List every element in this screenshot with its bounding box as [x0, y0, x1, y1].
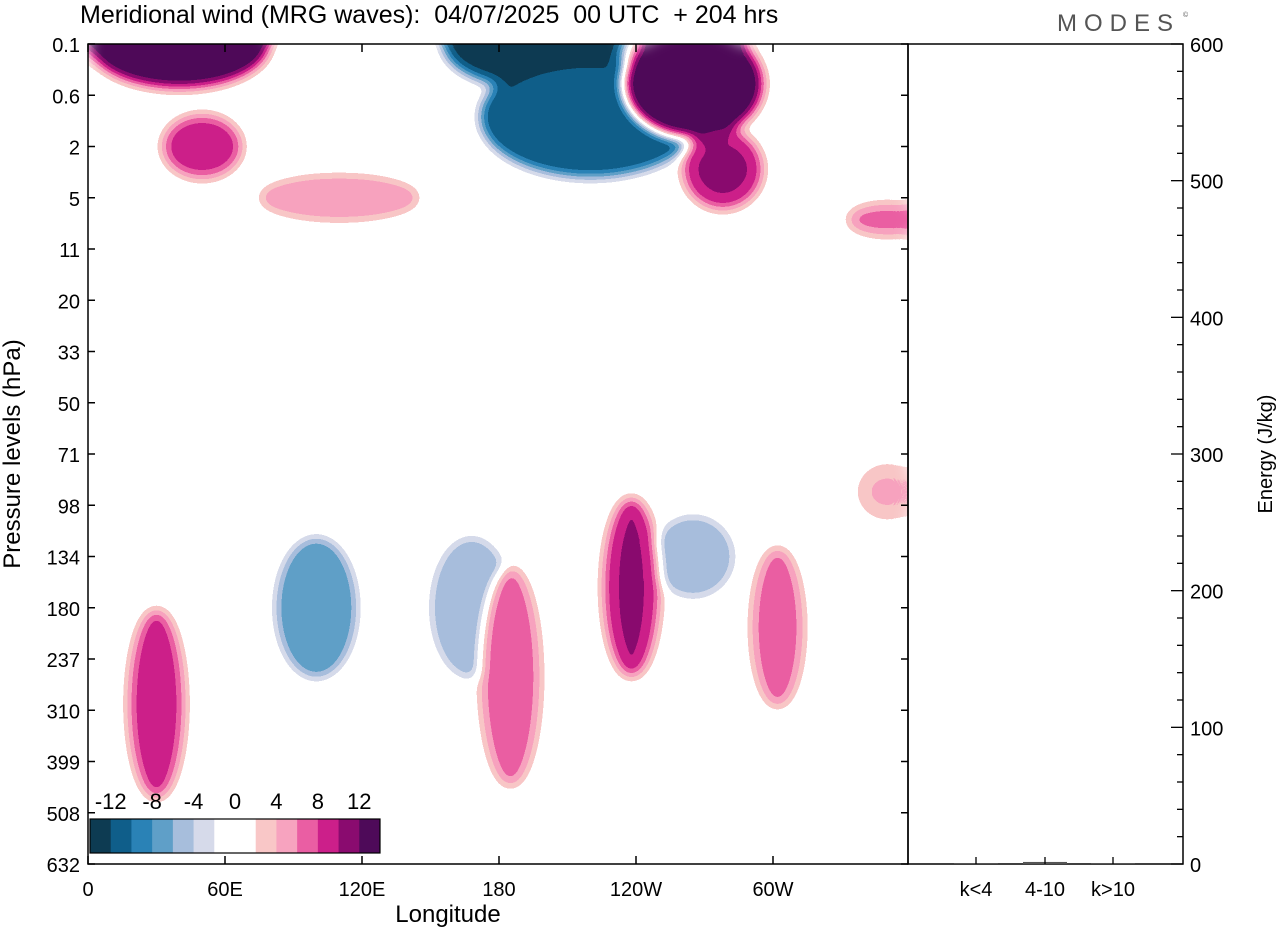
y-tick-label: 0.6	[52, 86, 80, 108]
colorbar-swatch	[276, 819, 298, 853]
colorbar-swatch	[235, 819, 257, 853]
colorbar-label: -4	[184, 789, 204, 814]
energy-bars: k<4 4-10 k>10	[954, 857, 1135, 901]
chart-title: Meridional wind (MRG waves): 04/07/2025 …	[80, 1, 779, 29]
positive-wind-anomaly	[89, 44, 270, 88]
negative-wind-anomaly	[276, 537, 357, 678]
y-tick-label: 98	[58, 496, 80, 518]
energy-plot-frame	[907, 43, 1184, 865]
wind-field-contours	[88, 44, 908, 864]
y-tick-label: 237	[47, 650, 80, 672]
colorbar-swatch	[110, 819, 132, 853]
colorbar-label: 0	[229, 789, 241, 814]
pressure-axis: 0.1 0.6 2 5 11 20 33 50 71 98 134 180 237 310 399 508 63…	[47, 35, 908, 877]
colorbar-swatch	[317, 819, 340, 853]
colorbar-frame	[89, 818, 381, 854]
positive-wind-anomaly	[480, 566, 541, 787]
positive-wind-anomaly	[259, 175, 420, 220]
energy-tick-label: 500	[1190, 172, 1223, 194]
y-tick-label: 50	[58, 394, 80, 416]
positive-wind-anomaly	[603, 497, 660, 678]
energy-category-label: 4-10	[1025, 879, 1065, 901]
colorbar-label: 12	[347, 789, 371, 814]
x-tick-label: 60W	[752, 879, 793, 901]
colorbar-label: -8	[142, 789, 162, 814]
energy-tick-label: 600	[1190, 35, 1223, 57]
colorbar-swatch	[214, 819, 236, 853]
positive-wind-anomaly	[751, 547, 804, 708]
y-tick-label: 20	[58, 291, 80, 313]
energy-axis-label: Energy (J/kg)	[1255, 395, 1277, 514]
colorbar-label: 4	[270, 789, 282, 814]
energy-tick-label: 100	[1190, 718, 1223, 740]
y-tick-label: 33	[58, 343, 80, 365]
x-tick-label: 120W	[610, 879, 662, 901]
energy-tick-label: 200	[1190, 582, 1223, 604]
y-tick-label: 399	[47, 753, 80, 775]
y-tick-label: 134	[47, 548, 80, 570]
y-tick-label: 310	[47, 701, 80, 723]
colorbar-swatch	[297, 819, 319, 853]
y-tick-label: 632	[47, 855, 80, 877]
colorbar-swatch	[359, 819, 381, 853]
y-tick-label: 508	[47, 804, 80, 826]
copyright-mark: ©	[1183, 12, 1189, 19]
colorbar-swatch	[172, 819, 195, 853]
y-tick-label: 180	[47, 599, 80, 621]
y-tick-label: 0.1	[52, 35, 80, 57]
x-tick-label: 0	[82, 879, 93, 901]
y-axis-label: Pressure levels (hPa)	[0, 339, 26, 568]
colorbar-swatch	[193, 819, 215, 853]
y-tick-label: 2	[69, 138, 80, 160]
colorbar-label: 8	[312, 789, 324, 814]
positive-wind-anomaly	[623, 44, 764, 139]
positive-wind-anomaly	[857, 463, 908, 520]
y-tick-label: 11	[59, 240, 80, 262]
x-tick-label: 180	[482, 879, 515, 901]
x-tick-label: 120E	[339, 879, 386, 901]
positive-wind-anomaly	[682, 129, 763, 210]
energy-axis: 0 100 200 300 400 500 600	[1171, 35, 1223, 877]
colorbar-swatch	[338, 819, 360, 853]
energy-category-label: k>10	[1091, 879, 1135, 901]
colorbar-swatch	[255, 819, 277, 853]
colorbar-swatch	[152, 819, 174, 853]
colorbar: -12 -8 -4 0 4 8 12	[89, 789, 381, 854]
energy-category-label: k<4	[960, 879, 993, 901]
positive-wind-anomaly	[847, 203, 908, 236]
colorbar-swatch	[131, 819, 153, 853]
x-tick-label: 60E	[207, 879, 243, 901]
positive-wind-anomaly	[162, 114, 243, 179]
y-tick-label: 5	[69, 189, 80, 211]
colorbar-label: -12	[95, 789, 127, 814]
longitude-axis: 0 60E 120E 180 120W 60W	[82, 44, 794, 901]
x-axis-label: Longitude	[395, 901, 500, 928]
y-tick-label: 71	[58, 445, 80, 467]
negative-wind-anomaly	[653, 516, 734, 597]
positive-wind-anomaly	[128, 608, 185, 799]
energy-tick-label: 0	[1190, 855, 1201, 877]
colorbar-swatch	[90, 819, 112, 853]
energy-tick-label: 300	[1190, 445, 1223, 467]
energy-tick-label: 400	[1190, 308, 1223, 330]
wind-field	[88, 44, 908, 864]
modes-logo: MODES	[1057, 10, 1181, 37]
